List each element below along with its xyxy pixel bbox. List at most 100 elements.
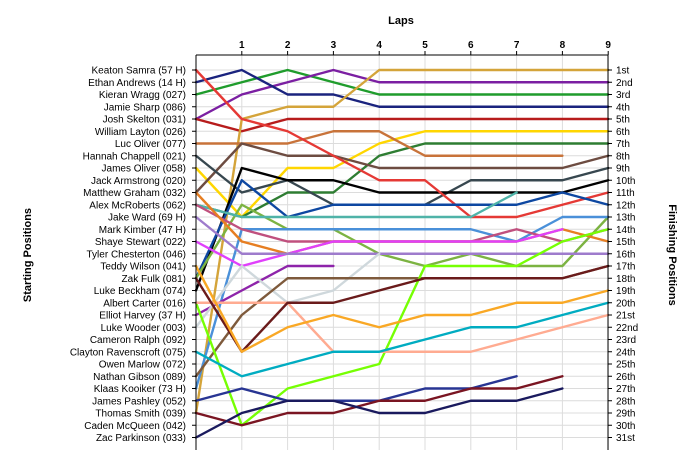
starting-position-label: Nathan Gibson (089): [93, 372, 186, 383]
series-line: [194, 68, 610, 96]
finishing-position-label: 27th: [616, 384, 635, 395]
starting-position-label: Josh Skelton (031): [103, 115, 186, 126]
series-line: [194, 166, 610, 292]
axes: [192, 51, 612, 450]
series-line: [194, 68, 610, 108]
finishing-position-label: 16th: [616, 249, 635, 260]
series-line: [194, 301, 610, 378]
finishing-position-label: 8th: [616, 151, 630, 162]
starting-position-label: Luke Wooder (003): [101, 323, 186, 334]
starting-position-label: Caden McQueen (042): [84, 421, 186, 432]
finishing-position-label: 17th: [616, 262, 635, 273]
starting-position-label: Matthew Graham (032): [83, 188, 186, 199]
x-tick-label: 7: [514, 40, 520, 51]
right-axis-title: Finishing Positions: [666, 204, 678, 305]
starting-position-label: Clayton Ravenscroft (075): [70, 347, 186, 358]
series-line: [194, 130, 610, 219]
starting-position-label: Teddy Wilson (041): [100, 262, 186, 273]
starting-position-label: Alex McRoberts (062): [89, 200, 186, 211]
finishing-position-label: 9th: [616, 164, 630, 175]
x-tick-label: 4: [376, 40, 382, 51]
starting-position-label: William Layton (026): [95, 127, 186, 138]
series-line: [194, 142, 610, 219]
finishing-position-label: 10th: [616, 176, 635, 187]
series-line: [194, 228, 564, 268]
starting-position-label: Owen Marlow (072): [99, 360, 186, 371]
series-line: [194, 215, 610, 255]
finishing-position-label: 18th: [616, 274, 635, 285]
finishing-position-label: 26th: [616, 372, 635, 383]
x-tick-label: 5: [422, 40, 428, 51]
left-axis-title: Starting Positions: [22, 208, 34, 302]
starting-position-label: Shaye Stewart (022): [95, 237, 186, 248]
finishing-position-label: 5th: [616, 115, 630, 126]
series-line: [194, 375, 564, 427]
starting-position-label: Jake Ward (69 H): [108, 213, 186, 224]
starting-position-label: Mark Kimber (47 H): [99, 225, 186, 236]
starting-position-label: James Oliver (058): [102, 164, 186, 175]
finishing-position-label: 19th: [616, 286, 635, 297]
finishing-position-label: 20th: [616, 298, 635, 309]
starting-position-label: Jack Armstrong (020): [91, 176, 186, 187]
starting-position-label: Hannah Chappell (021): [83, 151, 186, 162]
starting-position-label: Albert Carter (016): [103, 298, 186, 309]
finishing-position-label: 1st: [616, 66, 630, 77]
series-line: [194, 264, 610, 353]
finishing-position-label: 14th: [616, 225, 635, 236]
series-line: [194, 375, 518, 402]
starting-position-label: James Pashley (052): [92, 396, 186, 407]
series-group: [194, 68, 610, 439]
starting-position-label: Elliot Harvey (37 H): [99, 311, 186, 322]
starting-position-label: Klaas Kooiker (73 H): [94, 384, 186, 395]
starting-position-label: Luc Oliver (077): [115, 139, 186, 150]
series-line: [194, 68, 610, 121]
finishing-position-label: 31st: [616, 433, 635, 444]
starting-position-label: Keaton Samra (57 H): [92, 66, 187, 77]
series-line: [194, 130, 564, 157]
x-tick-label: 2: [285, 40, 291, 51]
x-axis-title: Laps: [388, 15, 414, 27]
series-line: [194, 301, 610, 353]
finishing-position-label: 30th: [616, 421, 635, 432]
finishing-position-label: 22nd: [616, 323, 638, 334]
finishing-position-label: 21st: [616, 311, 635, 322]
x-tick-label: 6: [468, 40, 474, 51]
x-tick-label: 8: [560, 40, 566, 51]
series-line: [194, 179, 610, 280]
series-line: [194, 191, 518, 219]
starting-position-label: Luke Beckham (074): [94, 286, 186, 297]
finishing-position-label: 13th: [616, 213, 635, 224]
starting-position-label: Ethan Andrews (14 H): [88, 78, 186, 89]
series-line: [194, 68, 610, 219]
starting-position-label: Tyler Chesterton (046): [87, 249, 187, 260]
starting-position-label: Thomas Smith (039): [95, 409, 186, 420]
axis-labels: 1 2 3 4 5 6 7 8 9 Keaton Samra (57 H)Ethan Andrew…: [70, 40, 638, 444]
starting-position-label: Kieran Wragg (027): [99, 90, 186, 101]
series-line: [194, 142, 610, 194]
finishing-position-label: 23rd: [616, 335, 636, 346]
series-line: [194, 191, 610, 255]
starting-position-label: Zac Parkinson (033): [96, 433, 186, 444]
series-line: [194, 68, 610, 415]
series-line: [194, 117, 610, 133]
finishing-position-label: 2nd: [616, 78, 633, 89]
finishing-position-label: 25th: [616, 360, 635, 371]
finishing-position-label: 4th: [616, 102, 630, 113]
series-line: [194, 215, 610, 390]
x-tick-label: 9: [605, 40, 611, 51]
x-tick-label: 1: [239, 40, 245, 51]
starting-position-label: Jamie Sharp (086): [104, 102, 186, 113]
finishing-position-label: 29th: [616, 409, 635, 420]
finishing-position-label: 24th: [616, 347, 635, 358]
x-tick-label: 3: [331, 40, 337, 51]
series-line: [194, 264, 610, 353]
finishing-position-label: 7th: [616, 139, 630, 150]
series-line: [194, 387, 564, 439]
finishing-position-label: 15th: [616, 237, 635, 248]
starting-position-label: Cameron Ralph (092): [90, 335, 186, 346]
finishing-position-label: 3rd: [616, 90, 630, 101]
finishing-position-label: 11th: [616, 188, 635, 199]
starting-position-label: Zak Fulk (081): [122, 274, 186, 285]
finishing-position-label: 6th: [616, 127, 630, 138]
